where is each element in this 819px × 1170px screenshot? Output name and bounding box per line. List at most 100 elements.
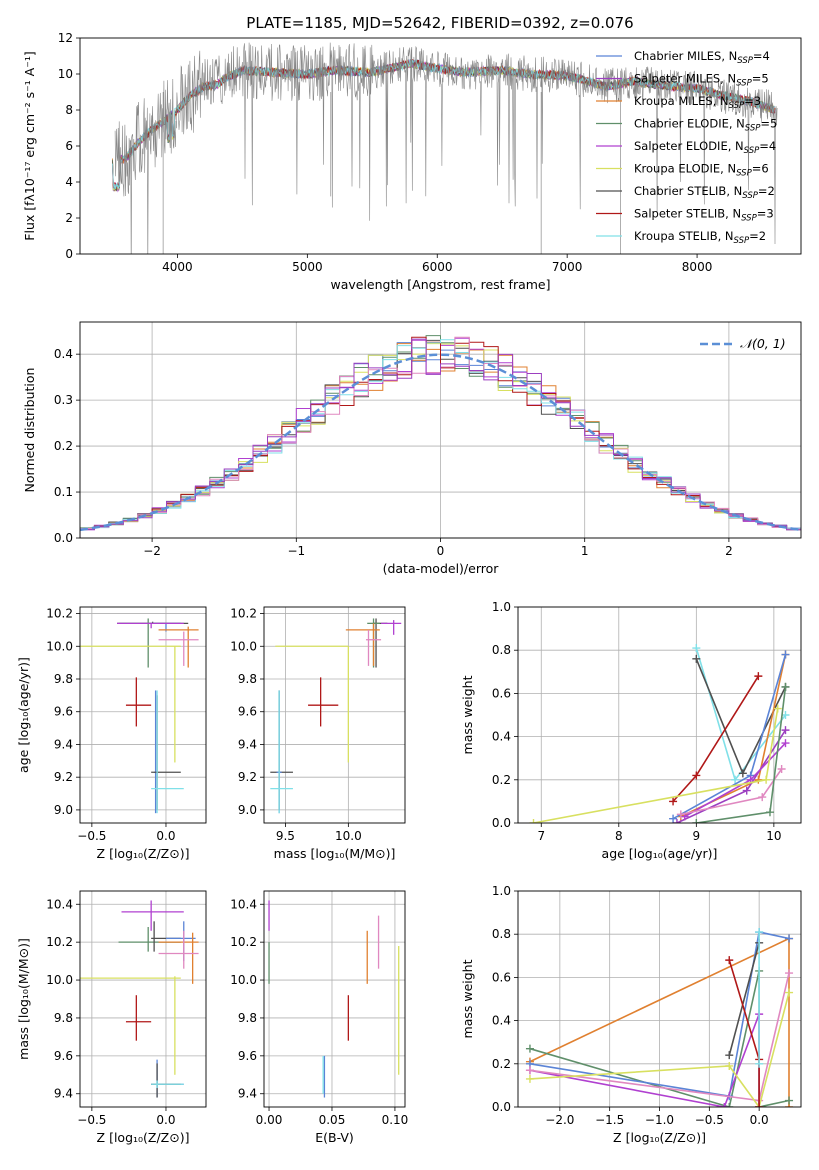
legend-label-text: Kroupa STELIB, N [634,229,734,243]
x-tick-label: 7000 [552,260,583,274]
mass-vs-metallicity-panel: −0.5 0.0 9.4 9.6 9.8 10.0 10.2 10.4 Z [log₁₀(Z/Z… [16,890,207,1145]
legend-label-text: Chabrier ELODIE, N [634,117,745,131]
weight-marker [781,650,790,659]
weight-series-line [533,708,779,823]
weight-marker [777,765,786,773]
axes-frame [79,890,207,1108]
y-tick-label: 8 [65,103,73,117]
plot-area [268,900,400,1098]
y-tick-label: 10.2 [230,607,257,621]
plot-area [80,618,199,814]
y-tick-label: 9.2 [238,770,257,784]
weight-marker [781,726,790,735]
y-tick-label: 9.4 [238,1087,257,1101]
data-spectrum-line [114,42,778,254]
weight-series-line [529,931,790,1098]
weight-marker [676,810,685,819]
data-point [275,645,349,763]
y-tick-label: 1.0 [492,600,511,614]
y-tick-label: 0.1 [54,485,73,499]
y-tick-label: 9.2 [54,770,73,784]
axes-frame [79,37,802,255]
y-tick-label: 9.8 [238,672,257,686]
weight-marker [529,819,538,823]
weight-marker [785,988,794,997]
y-tick-label: 12 [58,31,73,45]
legend-label-tail: =3 [757,207,774,221]
weight-series-line [728,942,760,1056]
x-tick-label: −2.0 [545,1113,574,1127]
y-tick-label: 0.0 [54,531,73,545]
y-tick-label: 9.4 [54,737,73,751]
weight-marker [765,808,774,817]
data-point [373,618,388,668]
weight-marker [754,672,763,681]
y-tick-label: 1.0 [492,884,511,898]
legend-label-text: Salpeter ELODIE, N [634,139,744,153]
data-point [118,927,181,952]
legend-label: Chabrier STELIB, NSSP=2 [634,184,775,201]
y-tick-label: 10.4 [230,897,257,911]
x-axis-label: Z [log₁₀(Z/Z⊙)] [97,1130,190,1145]
weight-marker [725,956,734,965]
y-tick-label: 10.2 [46,935,73,949]
data-point [80,976,181,1075]
y-tick-label: 9.8 [54,672,73,686]
weight-marker [755,1103,764,1107]
y-tick-label: 9.8 [54,1011,73,1025]
y-tick-label: 0.0 [492,1100,511,1114]
data-point [118,618,181,668]
y-tick-label: 0.8 [492,643,511,657]
y-tick-label: 0 [65,247,73,261]
axes-frame [79,321,802,539]
legend-label-sub: SSP [736,169,752,179]
y-axis-label: mass weight [460,959,475,1038]
data-point [125,995,152,1041]
legend-label-sub: SSP [742,191,758,201]
x-axis-label: mass [log₁₀(M/M⊙)] [274,846,396,861]
x-tick-label: 6000 [422,260,453,274]
x-tick-label: 0.0 [750,1113,769,1127]
x-tick-label: 0.0 [156,829,175,843]
x-tick-label: −0.5 [77,829,106,843]
plot-area [112,42,778,254]
weight-marker [725,1051,734,1060]
x-tick-label: 0.0 [156,1113,175,1127]
data-point [117,622,184,629]
data-point [125,677,152,727]
weight-marker [725,1061,734,1070]
weight-marker [692,654,701,663]
x-tick-label: 9 [693,829,701,843]
weight-vs-metallicity-panel: −2.0 −1.5 −1.0 −0.5 0.0 0.0 0.2 0.4 0.6 0.8 1.0 Z [… [460,884,802,1145]
legend-label-text: Chabrier MILES, N [634,49,737,63]
x-tick-label: 5000 [292,260,323,274]
legend-label-sub: SSP [745,124,761,134]
legend-label: 𝒩(0, 1) [740,336,786,351]
x-axis-label: age [log₁₀(age/yr)] [602,846,718,861]
legend-label: Salpeter STELIB, NSSP=3 [634,207,774,224]
x-tick-label: 7 [537,829,545,843]
weight-marker [785,969,794,978]
y-tick-label: 10.0 [46,639,73,653]
weight-marker [785,934,794,943]
weight-marker [692,819,701,823]
weight-series-line [529,1013,760,1107]
y-tick-label: 4 [65,175,73,189]
normal-curve [80,353,801,532]
axes-frame [517,890,802,1108]
legend-label: Kroupa STELIB, NSSP=2 [634,229,766,246]
data-point [270,690,293,810]
x-tick-label: 8000 [682,260,713,274]
y-axis-label: Flux [fλ10⁻¹⁷ erg cm⁻² s⁻¹ A⁻¹] [22,51,37,240]
weight-marker [738,769,747,778]
y-tick-label: 9.4 [54,1087,73,1101]
y-tick-label: 10.2 [230,935,257,949]
y-tick-label: 10 [58,67,73,81]
data-point [381,620,402,635]
legend-label-tail: =2 [758,184,775,198]
x-tick-label: 0.00 [256,1113,283,1127]
x-tick-label: −0.5 [695,1113,724,1127]
x-axis-label: E(B-V) [315,1130,354,1145]
y-tick-label: 9.6 [238,705,257,719]
